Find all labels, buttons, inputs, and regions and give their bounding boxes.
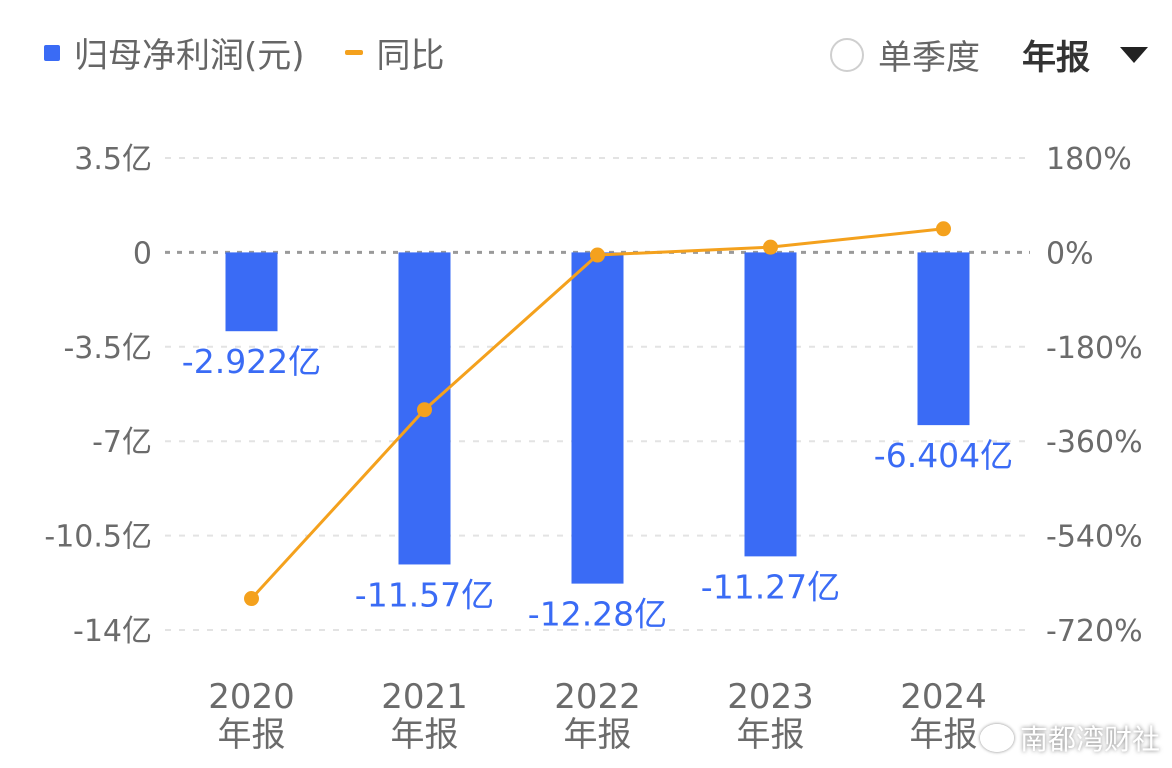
watermark-text: 南都湾财社 <box>1019 723 1160 756</box>
bar-series <box>225 252 970 584</box>
bar-value-labels: -2.922亿 -11.57亿 -12.28亿 -11.27亿 -6.404亿 <box>182 342 1013 633</box>
yoy-line-series <box>244 221 951 607</box>
bar-value-label: -6.404亿 <box>874 436 1013 475</box>
right-tick-label: 180% <box>1046 142 1132 177</box>
bar <box>917 252 970 426</box>
yoy-point <box>590 247 605 263</box>
x-tick-label: 2023 年报 <box>727 677 814 755</box>
right-tick-label: 0% <box>1046 236 1094 271</box>
x-tick-label: 2024 年报 <box>900 677 987 755</box>
bar <box>225 252 278 332</box>
period-controls: 单季度 年报 <box>830 30 1148 79</box>
bar-value-label: -2.922亿 <box>182 342 321 381</box>
bar <box>744 252 797 557</box>
bar-series-swatch <box>44 44 60 61</box>
annual-dropdown-label[interactable]: 年报 <box>1022 38 1090 78</box>
caret-down-icon[interactable] <box>1120 46 1148 63</box>
yoy-point <box>417 402 432 418</box>
right-axis: 180% 0% -180% -360% -540% -720% <box>1046 142 1143 649</box>
right-tick-label: -360% <box>1046 425 1143 460</box>
bar-value-label: -12.28亿 <box>528 595 667 634</box>
left-axis: 3.5亿 0 -3.5亿 -7亿 -10.5亿 -14亿 <box>44 142 152 649</box>
bar-series-legend-label: 归母净利润(元) <box>74 36 305 76</box>
x-axis: 2020 年报 2021 年报 2022 年报 2023 年报 2024 年报 <box>208 677 987 755</box>
left-tick-label: -10.5亿 <box>44 520 152 555</box>
quarterly-label[interactable]: 单季度 <box>878 38 980 78</box>
left-tick-label: -3.5亿 <box>63 331 152 366</box>
right-tick-label: -540% <box>1046 520 1143 555</box>
yoy-point <box>763 239 778 255</box>
quarterly-radio[interactable] <box>830 37 864 72</box>
left-tick-label: -14亿 <box>73 614 152 649</box>
legend: 归母净利润(元) 同比 <box>44 28 445 77</box>
bar-value-label: -11.27亿 <box>701 567 840 606</box>
yoy-point <box>244 591 259 607</box>
right-tick-label: -720% <box>1046 614 1143 649</box>
right-tick-label: -180% <box>1046 331 1143 366</box>
x-tick-label: 2020 年报 <box>208 677 295 755</box>
watermark: 南都湾财社 <box>979 718 1160 758</box>
line-series-legend-label: 同比 <box>376 36 445 76</box>
weibo-icon <box>979 724 1014 752</box>
bar-value-label: -11.57亿 <box>355 575 494 614</box>
left-tick-label: -7亿 <box>92 425 152 460</box>
bar <box>571 252 624 584</box>
left-tick-label: 0 <box>133 236 152 271</box>
yoy-point <box>936 221 951 237</box>
x-tick-label: 2022 年报 <box>554 677 641 755</box>
left-tick-label: 3.5亿 <box>74 142 152 177</box>
line-series-swatch <box>344 50 363 55</box>
x-tick-label: 2021 年报 <box>381 677 468 755</box>
